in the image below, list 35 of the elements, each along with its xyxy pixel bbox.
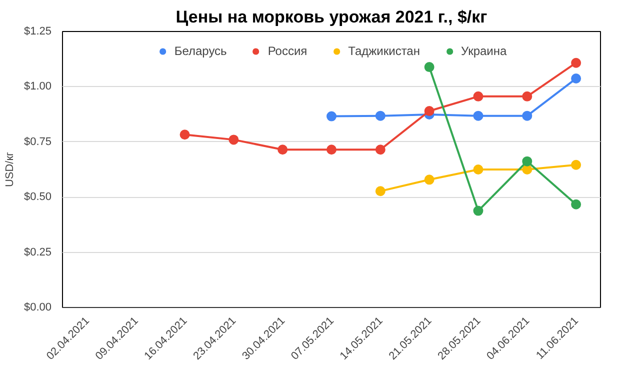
y-tick-label: $0.50 (24, 191, 52, 204)
chart-title: Цены на морковь урожая 2021 г., $/кг (176, 8, 488, 26)
point (522, 110, 532, 121)
y-tick-label: $0.25 (24, 246, 52, 258)
point (326, 111, 336, 122)
point (571, 199, 582, 210)
legend-label: Беларусь (174, 44, 227, 58)
point (424, 62, 434, 72)
point (375, 110, 386, 121)
y-tick-label: $0.00 (24, 302, 52, 314)
legend-label: Россия (268, 44, 308, 58)
point (278, 144, 288, 155)
y-tick-label: $1.25 (24, 26, 52, 38)
point (473, 164, 484, 174)
y-axis-title: USD/кг (4, 152, 16, 188)
point (522, 156, 532, 166)
point (571, 58, 582, 68)
point (571, 74, 582, 84)
point (424, 106, 434, 116)
legend-label: Украина (460, 44, 507, 58)
y-tick-label: $1.00 (24, 80, 52, 93)
point (473, 110, 484, 121)
point (180, 130, 190, 140)
point (473, 91, 484, 102)
y-tick-label: $0.75 (24, 136, 52, 148)
point (571, 160, 582, 170)
point (522, 164, 532, 174)
point (228, 134, 239, 145)
legend-label: Таджикистан (348, 44, 420, 58)
point (522, 91, 532, 102)
point (424, 174, 434, 185)
point (473, 206, 484, 216)
point (375, 144, 386, 155)
point (326, 144, 336, 155)
point (375, 186, 386, 196)
